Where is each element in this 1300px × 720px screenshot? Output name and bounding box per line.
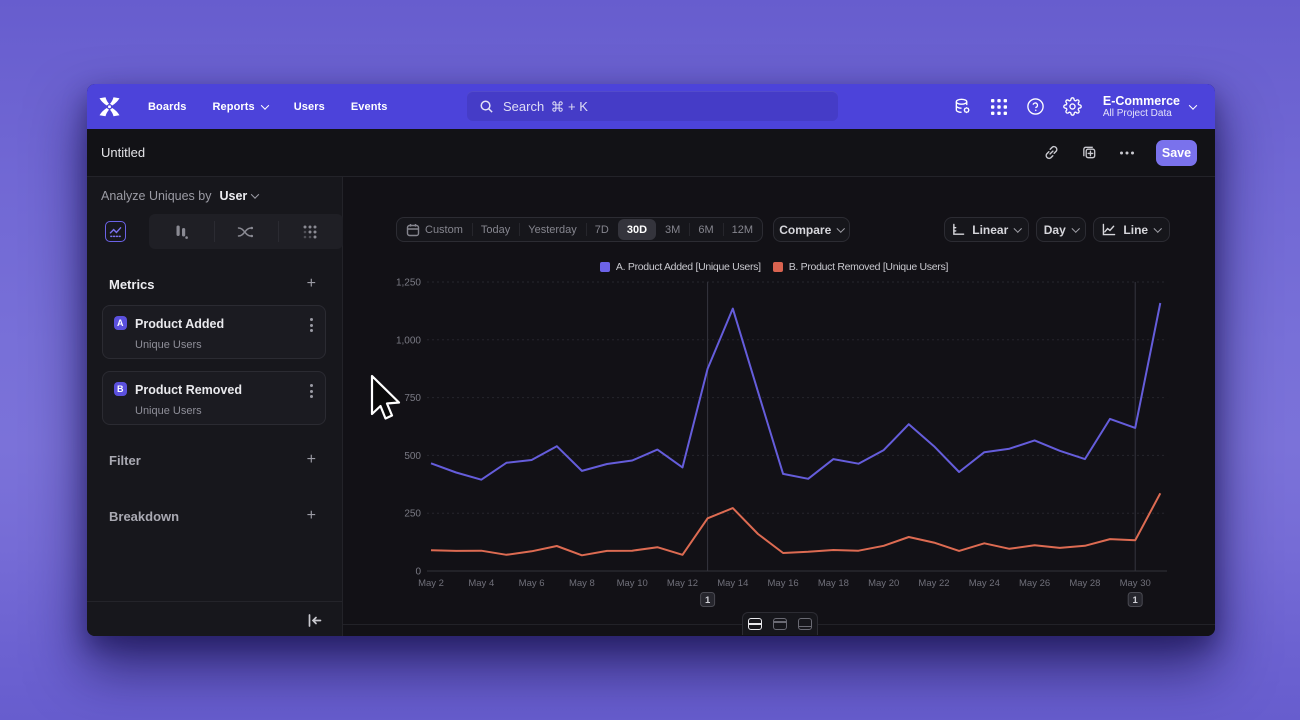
svg-text:500: 500 bbox=[404, 451, 421, 462]
svg-text:May 18: May 18 bbox=[818, 578, 849, 589]
svg-text:May 30: May 30 bbox=[1120, 578, 1151, 589]
svg-text:May 2: May 2 bbox=[418, 578, 444, 589]
svg-text:1,250: 1,250 bbox=[396, 278, 421, 289]
svg-text:750: 750 bbox=[404, 393, 421, 404]
svg-text:May 24: May 24 bbox=[969, 578, 1000, 589]
svg-text:1,000: 1,000 bbox=[396, 335, 421, 346]
svg-text:May 10: May 10 bbox=[617, 578, 648, 589]
svg-text:May 4: May 4 bbox=[468, 578, 494, 589]
svg-text:May 16: May 16 bbox=[768, 578, 799, 589]
svg-text:0: 0 bbox=[415, 567, 421, 578]
svg-text:May 20: May 20 bbox=[868, 578, 899, 589]
svg-text:1: 1 bbox=[705, 595, 711, 606]
svg-text:250: 250 bbox=[404, 509, 421, 520]
svg-text:May 22: May 22 bbox=[918, 578, 949, 589]
svg-text:May 8: May 8 bbox=[569, 578, 595, 589]
svg-text:May 28: May 28 bbox=[1069, 578, 1100, 589]
svg-text:May 26: May 26 bbox=[1019, 578, 1050, 589]
svg-text:1: 1 bbox=[1133, 595, 1139, 606]
svg-text:May 14: May 14 bbox=[717, 578, 748, 589]
svg-text:May 6: May 6 bbox=[519, 578, 545, 589]
svg-text:May 12: May 12 bbox=[667, 578, 698, 589]
